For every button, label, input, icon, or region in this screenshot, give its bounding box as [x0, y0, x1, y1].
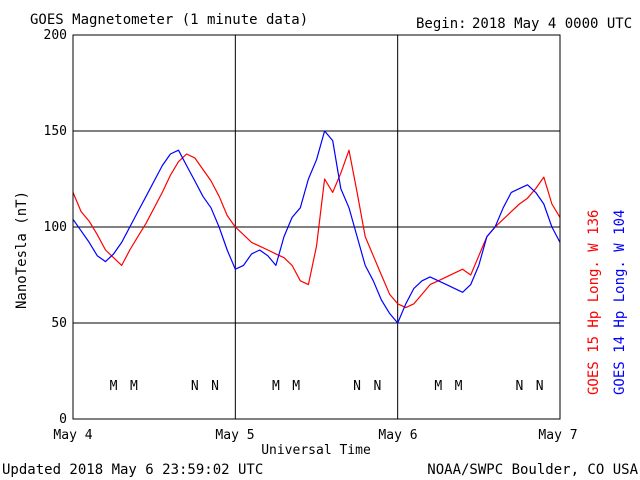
- noon-marker: N: [516, 379, 524, 394]
- x-tick-label: May 6: [378, 428, 417, 443]
- y-tick-label: 100: [44, 220, 67, 235]
- legend-goes15: GOES 15 Hp Long. W 136: [586, 210, 602, 395]
- midnight-marker: M: [110, 379, 118, 394]
- x-tick-label: May 5: [215, 428, 254, 443]
- x-tick-label: May 4: [53, 428, 92, 443]
- grid: [73, 35, 560, 419]
- y-tick-label: 150: [44, 124, 67, 139]
- credit-text: NOAA/SWPC Boulder, CO USA: [427, 462, 638, 478]
- series-layer: [72, 130, 561, 324]
- midnight-marker: M: [292, 379, 300, 394]
- updated-timestamp: Updated 2018 May 6 23:59:02 UTC: [2, 462, 263, 478]
- noon-marker: N: [191, 379, 199, 394]
- y-tick-label: 0: [59, 412, 67, 427]
- midnight-marker: M: [434, 379, 442, 394]
- y-tick-labels: 0 50 100 150 200: [44, 28, 67, 427]
- chart-title: GOES Magnetometer (1 minute data): [30, 12, 308, 28]
- noon-marker: N: [536, 379, 544, 394]
- noon-marker: N: [353, 379, 361, 394]
- y-tick-label: 200: [44, 28, 67, 43]
- series-goes15-line: [72, 149, 561, 309]
- begin-label: Begin:: [416, 16, 467, 32]
- noon-marker: N: [211, 379, 219, 394]
- x-tick-label: May 7: [538, 428, 577, 443]
- legend-goes14: GOES 14 Hp Long. W 104: [612, 210, 628, 395]
- midnight-marker: M: [130, 379, 138, 394]
- x-tick-labels: May 4 May 5 May 6 May 7: [53, 428, 577, 443]
- y-tick-label: 50: [51, 316, 67, 331]
- plot-frame: [72, 34, 561, 420]
- x-axis-label: Universal Time: [261, 443, 371, 458]
- midnight-marker: M: [272, 379, 280, 394]
- midnight-marker: M: [455, 379, 463, 394]
- noon-marker: N: [373, 379, 381, 394]
- series-goes14-line: [72, 130, 561, 324]
- begin-value: 2018 May 4 0000 UTC: [472, 16, 632, 32]
- y-axis-label: NanoTesla (nT): [14, 191, 30, 309]
